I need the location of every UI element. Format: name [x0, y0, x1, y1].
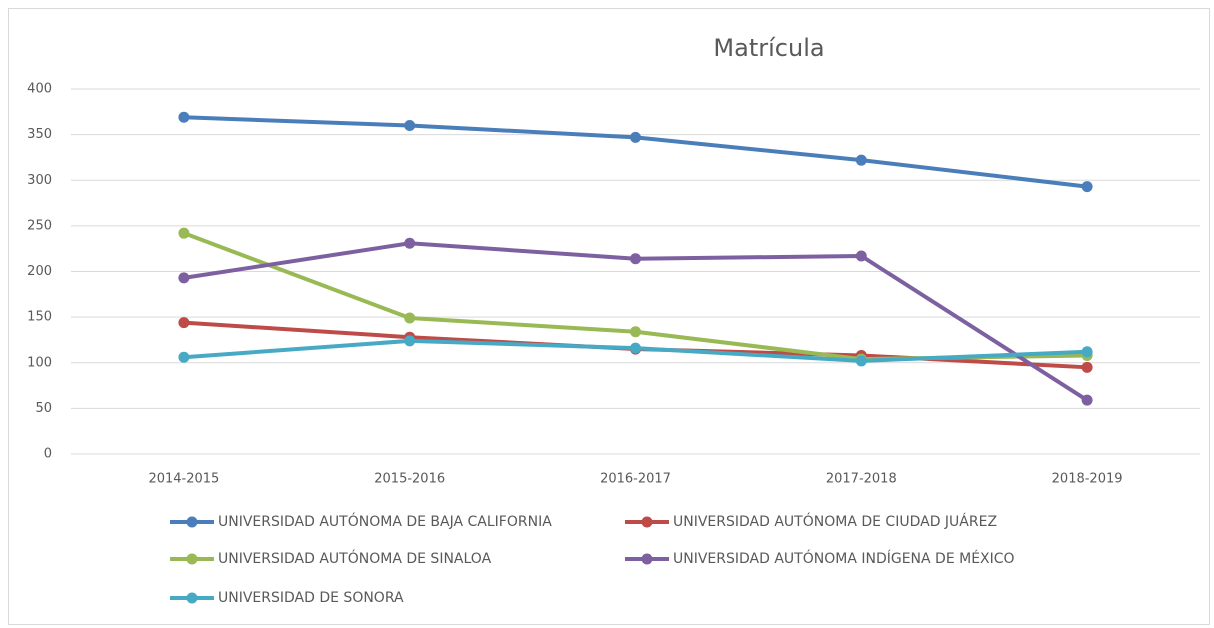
legend-marker	[186, 553, 198, 565]
data-point	[178, 227, 190, 239]
data-point	[178, 272, 190, 284]
data-point	[178, 351, 190, 363]
chart-title: Matrícula	[713, 34, 824, 62]
x-tick-label: 2017-2018	[826, 472, 897, 487]
legend-label: UNIVERSIDAD AUTÓNOMA DE SINALOA	[218, 549, 492, 567]
legend-marker	[641, 553, 653, 565]
legend-label: UNIVERSIDAD AUTÓNOMA DE BAJA CALIFORNIA	[218, 512, 552, 530]
legend-label: UNIVERSIDAD AUTÓNOMA INDÍGENA DE MÉXICO	[673, 549, 1015, 567]
legend-marker	[186, 592, 198, 604]
data-point	[404, 120, 416, 131]
chart-border	[8, 8, 1210, 625]
data-point	[855, 355, 867, 367]
legend: UNIVERSIDAD AUTÓNOMA DE BAJA CALIFORNIA U…	[170, 512, 1015, 606]
legend-marker	[641, 516, 653, 528]
x-tick-label: 2016-2017	[600, 472, 671, 487]
x-tick-label: 2015-2016	[374, 472, 445, 487]
y-tick-label: 350	[27, 127, 52, 142]
x-tick-label: 2014-2015	[148, 472, 219, 487]
x-tick-label: 2018-2019	[1052, 472, 1123, 487]
data-point	[1081, 346, 1093, 358]
data-point	[630, 253, 641, 265]
data-point	[855, 250, 867, 262]
data-point	[178, 111, 190, 123]
data-point	[178, 317, 190, 329]
y-tick-label: 200	[27, 264, 52, 279]
legend-marker	[186, 516, 198, 528]
data-point	[404, 237, 416, 249]
legend-label: UNIVERSIDAD DE SONORA	[218, 590, 404, 606]
y-tick-label: 50	[35, 401, 52, 416]
y-tick-label: 250	[27, 218, 52, 233]
data-point	[855, 154, 867, 166]
y-tick-label: 0	[44, 447, 52, 462]
data-point	[630, 326, 641, 338]
data-point	[404, 312, 416, 324]
data-point	[630, 342, 641, 354]
data-point	[1081, 394, 1093, 406]
y-tick-label: 300	[27, 173, 52, 188]
legend-label: UNIVERSIDAD AUTÓNOMA DE CIUDAD JUÁREZ	[673, 512, 997, 530]
data-point	[630, 131, 641, 143]
data-point	[1081, 361, 1093, 373]
data-point	[404, 335, 416, 347]
y-tick-label: 150	[27, 310, 52, 325]
y-tick-label: 400	[27, 82, 52, 97]
data-point	[1081, 181, 1093, 193]
y-tick-label: 100	[27, 355, 52, 370]
